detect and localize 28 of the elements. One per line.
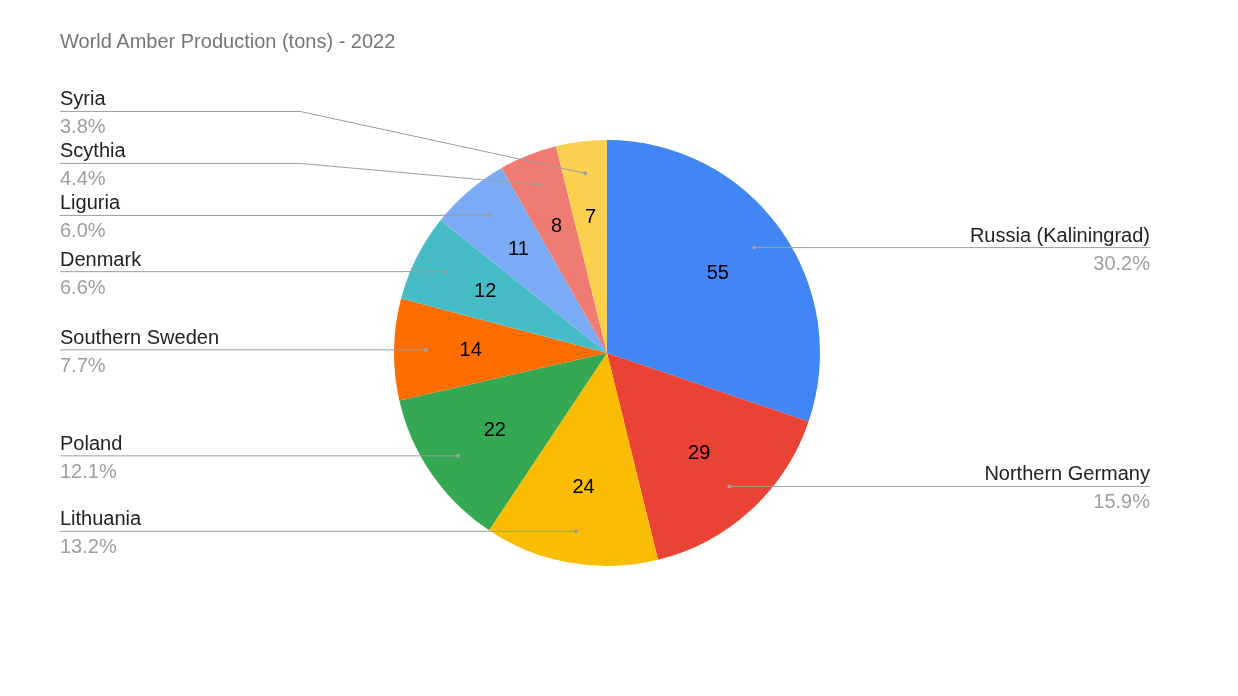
- data-label: 29: [688, 440, 711, 463]
- text: 4.4%: [60, 167, 106, 190]
- text: 6.6%: [60, 275, 106, 298]
- chart-title: World Amber Production (tons) - 2022: [60, 30, 396, 53]
- slice-label: Southern Sweden: [60, 325, 220, 348]
- slice-label: Syria: [60, 87, 107, 110]
- data-label: 8: [550, 213, 563, 236]
- text: 13.2%: [60, 535, 117, 558]
- slice-label: Liguria: [60, 191, 121, 214]
- data-label: 55: [706, 261, 729, 284]
- data-label: 14: [459, 338, 482, 361]
- data-label: 7: [585, 205, 597, 228]
- slice-label: Northern Germany: [984, 462, 1150, 485]
- data-label: 24: [572, 474, 595, 497]
- text: 7.7%: [60, 353, 106, 376]
- slice-label: Russia (Kaliningrad): [969, 223, 1150, 246]
- text: 3.8%: [60, 115, 106, 138]
- data-label: 12: [474, 279, 497, 302]
- data-label: 22: [483, 417, 506, 440]
- slice-label: Lithuania: [60, 507, 143, 530]
- text: 12.1%: [60, 459, 117, 482]
- slice-label: Poland: [60, 431, 123, 454]
- slice-label: Denmark: [60, 247, 143, 270]
- slice-label: Scythia: [60, 139, 127, 162]
- text: 6.0%: [60, 219, 106, 242]
- text: 15.9%: [1093, 490, 1151, 513]
- text: 30.2%: [1093, 251, 1151, 274]
- data-label: 11: [507, 236, 529, 259]
